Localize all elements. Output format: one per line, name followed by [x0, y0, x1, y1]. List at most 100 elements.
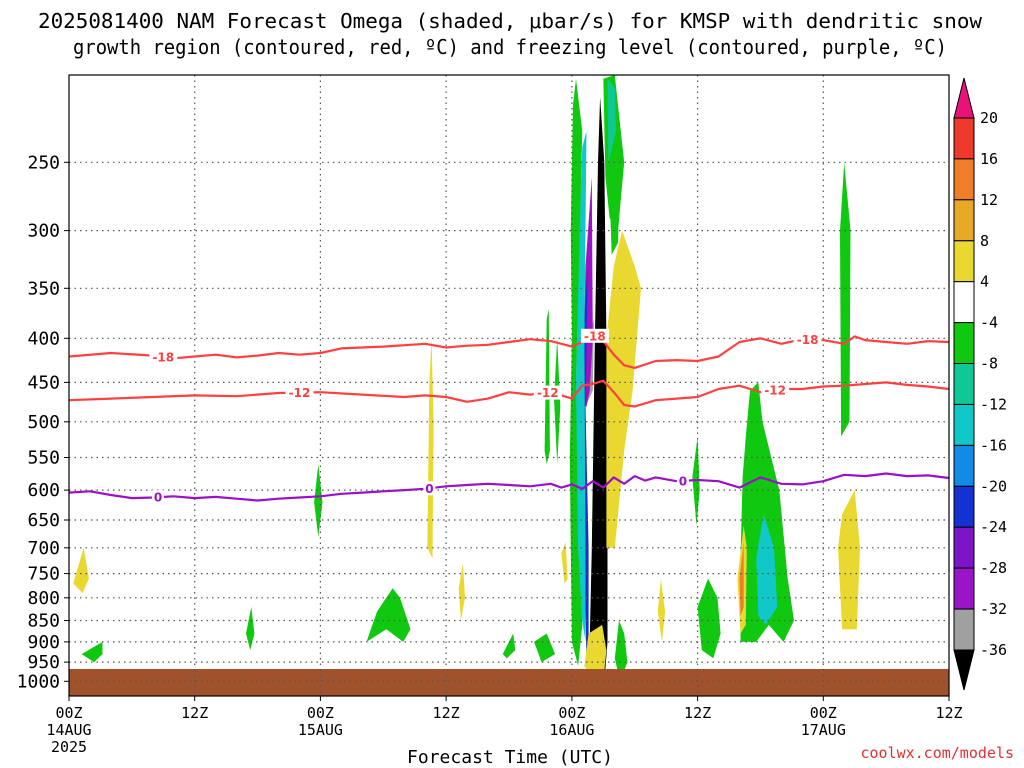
colorbar-bottom-arrow: [953, 649, 975, 691]
y-tick-label-450: 450: [27, 372, 60, 393]
colorbar-bin-9: [953, 444, 975, 487]
omega-region-19: [756, 514, 778, 625]
contour-line-2: [69, 472, 949, 502]
y-tick-label-1000: 1000: [17, 671, 60, 692]
y-tick-label-300: 300: [27, 221, 60, 242]
omega-region-28: [561, 542, 568, 584]
contour-label-0-2: -18: [797, 333, 819, 347]
omega-region-29: [73, 547, 89, 594]
contour-label-1-2: -12: [764, 383, 786, 397]
x-date-label-72: 17AUG: [801, 721, 846, 739]
colorbar-label-8: -16: [980, 436, 1007, 454]
y-tick-label-400: 400: [27, 328, 60, 349]
x-tick-label-24: 00Z: [307, 704, 334, 722]
y-tick-label-900: 900: [27, 632, 60, 653]
y-tick-label-350: 350: [27, 278, 60, 299]
x-tick-label-12: 12Z: [181, 704, 208, 722]
omega-region-32: [246, 607, 255, 651]
y-tick-label-700: 700: [27, 538, 60, 559]
y-tick-label-550: 550: [27, 448, 60, 469]
y-tick-label-750: 750: [27, 564, 60, 585]
omega-region-33: [502, 633, 516, 659]
contour-label-0-1: -18: [584, 329, 606, 343]
contour-label-0-0: -18: [152, 351, 174, 365]
chart-title-line1: 2025081400 NAM Forecast Omega (shaded, μ…: [38, 9, 983, 33]
y-tick-label-800: 800: [27, 588, 60, 609]
y-tick-label-250: 250: [27, 152, 60, 173]
colorbar-bin-1: [953, 117, 975, 160]
contour-label-bg-0-2: [793, 332, 822, 347]
contour-label-2-2: 0: [679, 474, 687, 488]
omega-region-23: [838, 490, 860, 630]
contour-line-1: [69, 379, 949, 408]
colorbar-bin-6: [953, 322, 975, 365]
x-tick-label-48: 00Z: [558, 704, 585, 722]
x-date-label-0: 14AUG: [46, 721, 91, 739]
colorbar-label-9: -20: [980, 477, 1007, 495]
contour-label-bg-1-0: [285, 385, 314, 400]
contour-label-bg-2-0: [152, 490, 164, 505]
omega-region-22: [840, 162, 851, 437]
y-tick-label-500: 500: [27, 412, 60, 433]
contour-label-bg-0-1: [580, 328, 609, 343]
omega-region-12: [614, 620, 628, 682]
plot-frame: [68, 74, 950, 697]
contour-label-bg-2-1: [423, 481, 436, 496]
omega-region-24: [366, 588, 411, 642]
credit-text: coolwx.com/models: [860, 744, 1014, 762]
omega-region-14: [554, 338, 561, 465]
colorbar-label-4: 4: [980, 273, 989, 291]
omega-region-34: [534, 633, 556, 663]
colorbar-bin-2: [953, 158, 975, 201]
x-date-label-24: 15AUG: [298, 721, 343, 739]
colorbar: 20 16 12 8 4 -4 -8 -12 -16 -20 -24 -28 -32 -36: [953, 77, 1007, 691]
colorbar-bin-8: [953, 404, 975, 446]
contour-label-bg-0-0: [149, 350, 178, 364]
omega-region-7: [607, 78, 616, 163]
colorbar-bin-7: [953, 363, 975, 405]
omega-region-5: [569, 78, 583, 667]
colorbar-label-11: -28: [980, 559, 1007, 577]
contour-label-bg-1-2: [761, 382, 790, 397]
colorbar-label-5: -4: [980, 314, 998, 332]
colorbar-bin-13: [953, 608, 975, 651]
y-axis: 2503003504004505005506006507007508008509…: [17, 152, 69, 692]
y-tick-label-850: 850: [27, 611, 60, 632]
colorbar-label-10: -24: [980, 518, 1007, 536]
contour-label-2-0: 0: [154, 491, 162, 505]
omega-region-17: [697, 578, 721, 659]
x-axis-label: Forecast Time (UTC): [407, 747, 613, 768]
colorbar-label-2: 12: [980, 191, 998, 209]
contour-labels: -18 -18 -18 -12 -12 -12 0 0 0: [149, 328, 822, 505]
chart-title-line2: growth region (contoured, red, ºC) and f…: [73, 35, 947, 59]
contour-label-1-0: -12: [289, 386, 311, 400]
x-tick-label-60: 12Z: [684, 704, 711, 722]
colorbar-label-1: 16: [980, 150, 998, 168]
contour-label-bg-2-2: [676, 473, 689, 488]
omega-region-11: [584, 624, 607, 682]
colorbar-bin-5: [953, 281, 975, 324]
omega-region-31: [81, 641, 103, 663]
x-tick-label-0: 00Z: [55, 704, 82, 722]
contour-label-bg-1-1: [533, 385, 562, 400]
omega-region-10: [606, 230, 641, 548]
omega-region-18: [740, 382, 794, 642]
omega-region-0: [589, 97, 608, 696]
x-date-label-48: 16AUG: [549, 721, 594, 739]
contour-label-2-1: 0: [425, 482, 433, 496]
ground-surface: [69, 669, 949, 696]
contour-label-1-1: -12: [537, 386, 559, 400]
x-tick-label-72: 00Z: [810, 704, 837, 722]
colorbar-label-12: -32: [980, 600, 1007, 618]
x-tick-label-36: 12Z: [433, 704, 460, 722]
colorbar-bin-11: [953, 526, 975, 569]
x-tick-label-84: 12Z: [935, 704, 962, 722]
colorbar-bin-12: [953, 567, 975, 610]
colorbar-bin-10: [953, 485, 975, 528]
colorbar-label-6: -8: [980, 355, 998, 373]
y-tick-label-950: 950: [27, 652, 60, 673]
omega-region-25: [314, 464, 323, 537]
colorbar-bin-3: [953, 199, 975, 242]
